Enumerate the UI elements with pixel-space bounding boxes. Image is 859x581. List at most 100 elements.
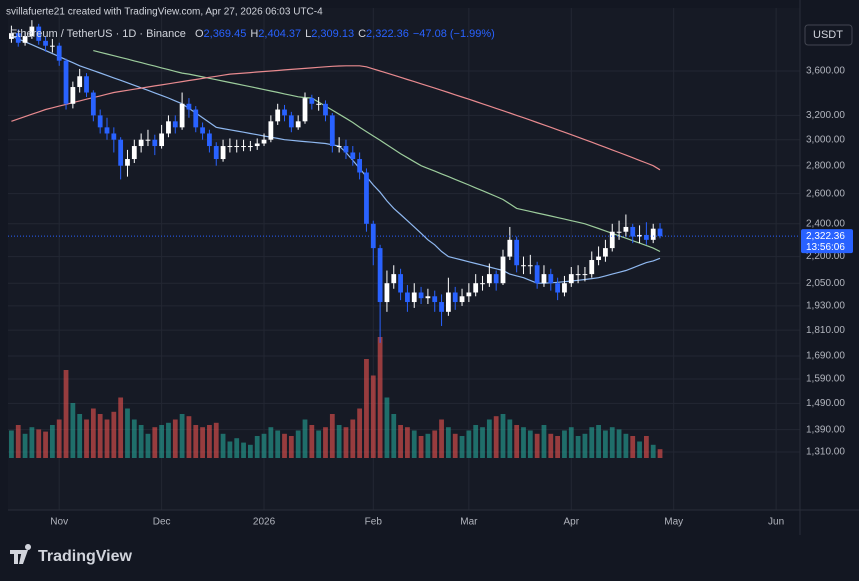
volume-bar (22, 433, 28, 458)
candle-body (534, 265, 540, 284)
volume-bar (405, 427, 410, 458)
volume-bar (541, 425, 547, 458)
candle-body (118, 139, 124, 166)
candle-body (227, 146, 233, 148)
volume-bar (36, 429, 42, 458)
readout-value: 2,322.36 (366, 28, 409, 40)
candle-body (282, 109, 287, 116)
y-tick-label: 3,200.00 (806, 110, 845, 121)
volume-bar (288, 436, 294, 458)
volume-bar (261, 433, 267, 458)
volume-bar (207, 425, 212, 458)
candle-body (377, 248, 383, 303)
volume-bar (493, 416, 499, 458)
volume-bar (43, 431, 48, 458)
volume-bar (268, 427, 274, 458)
candle-body (541, 274, 547, 284)
volume-bar (589, 427, 595, 458)
volume-bar (657, 449, 663, 458)
candle-body (473, 283, 479, 293)
candle-body (104, 127, 110, 134)
volume-bar (643, 436, 649, 458)
volume-bar (159, 425, 165, 458)
candle-body (562, 283, 567, 293)
volume-bar (350, 419, 356, 458)
candle-body (84, 76, 89, 93)
candle-body (329, 115, 335, 147)
candle-body (486, 274, 492, 284)
brand-logo (10, 543, 32, 564)
volume-bar (118, 397, 124, 458)
candles (9, 20, 663, 343)
candle-body (432, 296, 438, 303)
volume-bar (568, 427, 574, 458)
candle-body (603, 248, 608, 257)
y-tick-label: 1,810.00 (806, 325, 845, 336)
readout-value: 2,404.37 (258, 28, 301, 40)
candle-body (77, 76, 83, 88)
candle-body (548, 274, 554, 284)
candle-body (466, 292, 472, 297)
candle-body (15, 33, 21, 43)
candle-body (336, 146, 342, 148)
volume-bar (370, 375, 376, 458)
candle-body (29, 26, 35, 37)
volume-bar (377, 337, 383, 458)
x-tick-label: Dec (153, 517, 171, 528)
volume-bar (275, 430, 281, 458)
y-tick-label: 1,930.00 (806, 301, 845, 312)
volume-bar (29, 427, 35, 458)
volume-bar (425, 433, 431, 458)
volume-bar (302, 419, 308, 458)
candle-body (49, 45, 55, 47)
volume-bar (514, 425, 520, 458)
volume-bar (97, 414, 103, 458)
volume-bar (521, 427, 526, 458)
candle-body (125, 159, 130, 166)
y-tick-label: 2,200.00 (806, 251, 845, 262)
countdown-label: 13:56:06 (806, 242, 845, 253)
volume-bar (77, 414, 83, 458)
candle-body (521, 265, 526, 267)
volume-bar (445, 427, 451, 458)
currency-button[interactable] (804, 24, 853, 46)
volume-bar (241, 442, 246, 458)
candle-body (398, 274, 403, 293)
volume-bar (411, 430, 417, 458)
candle-body (343, 146, 349, 153)
volume-bar (486, 419, 492, 458)
candle-body (213, 146, 219, 160)
candle-body (323, 103, 328, 116)
candle-body (657, 228, 663, 237)
volume-bar (152, 427, 158, 458)
volume-bar (309, 425, 315, 458)
candle-body (309, 98, 315, 104)
volume-bar (295, 430, 301, 458)
volume-bar (179, 414, 185, 458)
volume-bar (323, 427, 328, 458)
volume-bar (254, 436, 260, 458)
candle-body (582, 274, 588, 276)
last-price-label: 2,322.36 (806, 231, 845, 242)
volume-bar (9, 430, 14, 458)
candle-body (247, 146, 253, 148)
volume-bar (145, 433, 151, 458)
volume-bar (439, 419, 444, 458)
x-tick-label: 2026 (253, 517, 276, 528)
candle-body (391, 274, 397, 284)
volume-bar (452, 433, 458, 458)
volume-bar (575, 436, 581, 458)
candle-body (527, 265, 533, 267)
volume-bar (596, 425, 601, 458)
candle-body (159, 133, 165, 147)
volume-bar (282, 433, 287, 458)
x-tick-label: Mar (460, 517, 478, 528)
volume-bar (56, 419, 62, 458)
candle-body (166, 121, 171, 134)
candle-body (97, 115, 103, 128)
currency[interactable]: USDT (813, 29, 843, 41)
candle-body (445, 292, 451, 312)
candle-body (643, 234, 649, 240)
volume-bar (125, 408, 130, 458)
